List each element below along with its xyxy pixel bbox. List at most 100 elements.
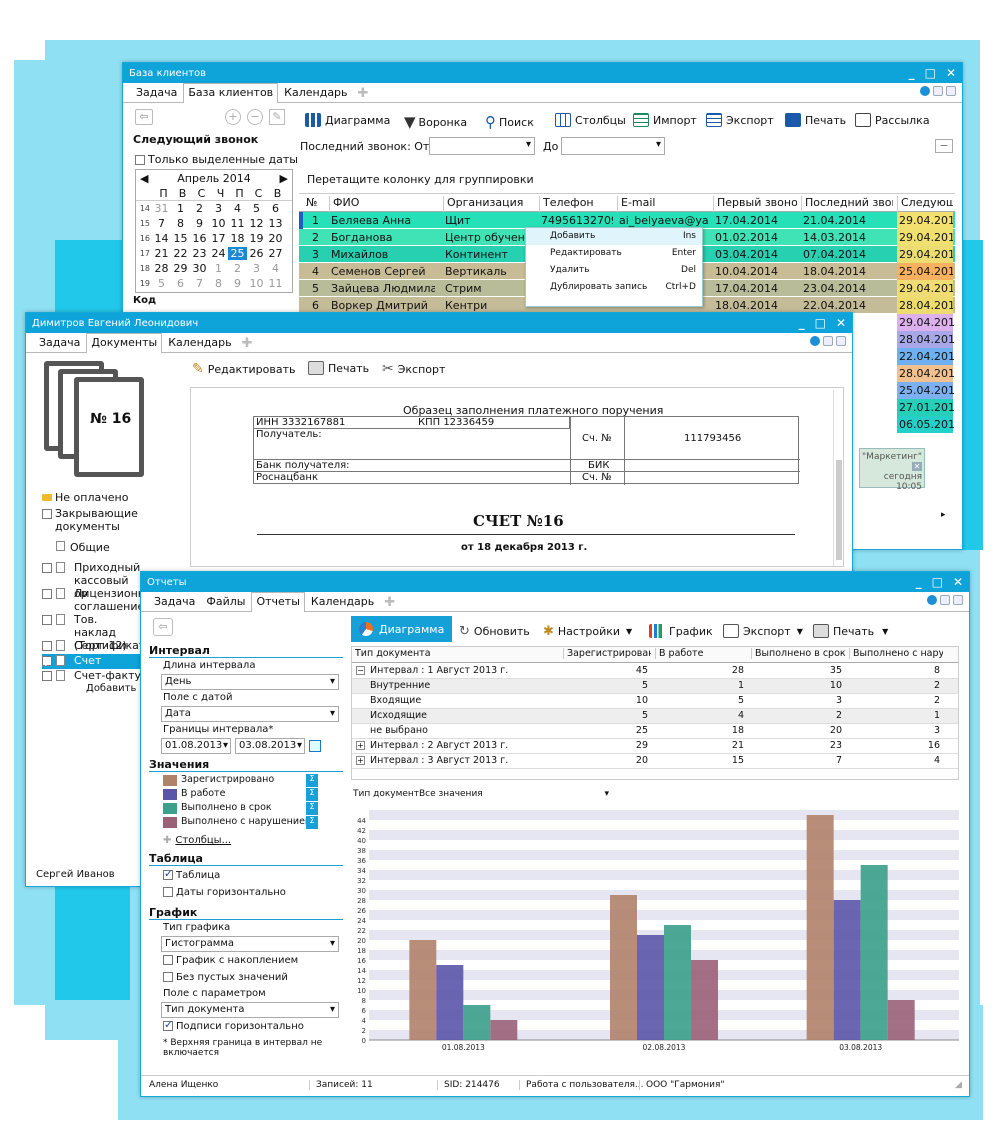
calendar-day[interactable]: 3 <box>215 202 222 215</box>
calendar-day[interactable]: 5 <box>253 202 260 215</box>
columns-button[interactable]: Столбцы <box>555 113 626 127</box>
calendar-day[interactable]: 15 <box>173 232 188 245</box>
tab-task[interactable]: Задача <box>39 336 81 349</box>
sum-icon[interactable]: Σ <box>306 774 318 787</box>
calendar-day[interactable]: 20 <box>268 232 283 245</box>
pivot-row[interactable]: не выбрано 25 18 20 3 <box>352 724 958 739</box>
help-icon[interactable] <box>927 595 937 605</box>
mail-icon[interactable] <box>946 86 956 96</box>
settings-icon[interactable] <box>823 336 833 346</box>
checkbox-checked-icon[interactable]: ✓ <box>42 656 53 670</box>
settings-icon[interactable] <box>933 86 943 96</box>
date-from-select[interactable]: ▾ <box>429 137 535 155</box>
expand-icon[interactable]: + <box>356 756 365 765</box>
tab-documents[interactable]: Документы <box>86 333 163 353</box>
value-item[interactable]: Выполнено с нарушением Σ <box>163 816 323 830</box>
column-header[interactable]: Следующий <box>897 196 953 212</box>
print-button[interactable]: Печать <box>308 361 369 375</box>
calendar-day[interactable]: 17 <box>211 232 226 245</box>
calendar-day[interactable]: 11 <box>230 217 245 230</box>
mailing-button[interactable]: Рассылка <box>855 113 930 127</box>
tree-item[interactable]: Приходный кассовый ор <box>42 561 142 600</box>
date-field-select[interactable]: Дата ▾ <box>161 706 339 722</box>
prev-month-icon[interactable]: ◀ <box>140 172 149 185</box>
calendar-day[interactable]: 19 <box>249 232 264 245</box>
calendar-day[interactable]: 4 <box>272 262 279 275</box>
context-menu-item[interactable]: Удалить Del <box>526 262 702 279</box>
calendar-day[interactable]: 8 <box>215 277 222 290</box>
settings-button[interactable]: ✱ Настройки ▼ <box>543 624 633 639</box>
pivot-row[interactable]: + Интервал : 3 Август 2013 г. 20 15 7 4 <box>352 754 958 769</box>
pivot-row[interactable]: + Интервал : 2 Август 2013 г. 29 21 23 16 <box>352 739 958 754</box>
calendar-day[interactable]: 4 <box>234 202 241 215</box>
tab-task[interactable]: Задача <box>136 86 178 99</box>
checkbox-icon[interactable] <box>42 641 52 651</box>
accumulate-checkbox[interactable]: График с накоплением <box>163 955 298 966</box>
add-tab-icon[interactable]: ✚ <box>384 595 396 610</box>
back-button[interactable]: ⇦ <box>153 618 173 636</box>
calendar-day[interactable]: 25 <box>228 247 247 260</box>
calendar-day[interactable]: 31 <box>154 202 169 215</box>
import-button[interactable]: Импорт <box>633 113 697 127</box>
pivot-row[interactable]: Исходящие 5 4 2 1 <box>352 709 958 724</box>
calendar-day[interactable]: 8 <box>177 217 184 230</box>
tab-calendar[interactable]: Календарь <box>310 595 375 608</box>
calendar-day[interactable]: 26 <box>249 247 264 260</box>
tree-item[interactable]: Счет-факту <box>42 669 142 684</box>
tab-calendar[interactable]: Календарь <box>284 86 348 99</box>
calendar-day[interactable]: 10 <box>211 217 226 230</box>
calendar-day[interactable]: 10 <box>249 277 264 290</box>
tab-task[interactable]: Задача <box>154 595 196 608</box>
value-item[interactable]: В работе Σ <box>163 788 323 802</box>
calendar-day[interactable]: 22 <box>173 247 188 260</box>
checkbox-icon[interactable] <box>42 615 52 625</box>
chart-button[interactable]: Диаграмма <box>305 113 390 127</box>
calendar-day[interactable]: 14 <box>154 232 169 245</box>
graph-button[interactable]: График <box>649 624 713 638</box>
calendar-day[interactable]: 9 <box>234 277 241 290</box>
doc-type-filter-select[interactable]: Все значения ▾ <box>419 789 609 799</box>
calendar-day[interactable]: 1 <box>177 202 184 215</box>
table-checkbox[interactable]: Таблица <box>163 867 220 881</box>
funnel-button[interactable]: ▼ Воронка <box>404 113 467 131</box>
maximize-button[interactable]: □ <box>924 66 936 80</box>
sum-icon[interactable]: Σ <box>306 788 318 801</box>
calendar-day[interactable]: 7 <box>196 277 203 290</box>
tab-clients[interactable]: База клиентов <box>183 83 279 103</box>
pivot-column-header[interactable]: Зарегистрировано <box>563 648 651 659</box>
pivot-row[interactable]: − Интервал : 1 Август 2013 г. 45 28 35 8 <box>352 664 958 679</box>
calendar-day[interactable]: 16 <box>192 232 207 245</box>
pivot-column-header[interactable]: Выполнено с нарушением <box>849 648 943 659</box>
back-button[interactable]: ⇦ <box>135 109 153 125</box>
minus-icon[interactable]: − <box>247 109 263 125</box>
close-button[interactable]: ✕ <box>952 575 963 589</box>
calendar-day[interactable]: 21 <box>154 247 169 260</box>
minimize-button[interactable]: _ <box>908 66 915 80</box>
mail-icon[interactable] <box>836 336 846 346</box>
calendar-day[interactable]: 23 <box>192 247 207 260</box>
columns-link[interactable]: ✚ Столбцы... <box>163 835 232 846</box>
maximize-button[interactable]: □ <box>931 575 943 589</box>
search-button[interactable]: ⚲ Поиск <box>485 113 534 131</box>
plus-icon[interactable]: + <box>225 109 241 125</box>
context-menu-item[interactable]: Дублировать запись Ctrl+D <box>526 279 702 296</box>
export-button[interactable]: Экспорт <box>706 113 774 127</box>
horizontal-labels-checkbox[interactable]: Подписи горизонтально <box>163 1018 304 1032</box>
close-button[interactable]: ✕ <box>835 316 846 330</box>
date-to-input[interactable]: 03.08.2013 ▾ <box>235 738 305 754</box>
minimize-button[interactable]: _ <box>798 316 805 330</box>
chart-toggle-button[interactable]: Диаграмма <box>351 616 452 642</box>
calendar-day[interactable]: 12 <box>249 217 264 230</box>
reminder-popup[interactable]: "Маркетинг" ✕ сегодня 10:05 <box>859 448 925 492</box>
pivot-column-header[interactable]: Выполнено в срок <box>751 648 845 659</box>
close-button[interactable]: ✕ <box>945 66 956 80</box>
column-header[interactable]: E-mail <box>617 196 709 212</box>
context-menu-item[interactable]: Добавить Ins <box>526 228 702 245</box>
value-item[interactable]: Зарегистрировано Σ <box>163 774 323 788</box>
no-empty-checkbox[interactable]: Без пустых значений <box>163 972 288 983</box>
calendar-day[interactable]: 6 <box>272 202 279 215</box>
maximize-button[interactable]: □ <box>814 316 826 330</box>
tree-item[interactable]: Тов. наклад (Торг-12) <box>42 613 142 652</box>
calendar-day[interactable]: 27 <box>268 247 283 260</box>
collapse-icon[interactable]: − <box>356 666 365 675</box>
